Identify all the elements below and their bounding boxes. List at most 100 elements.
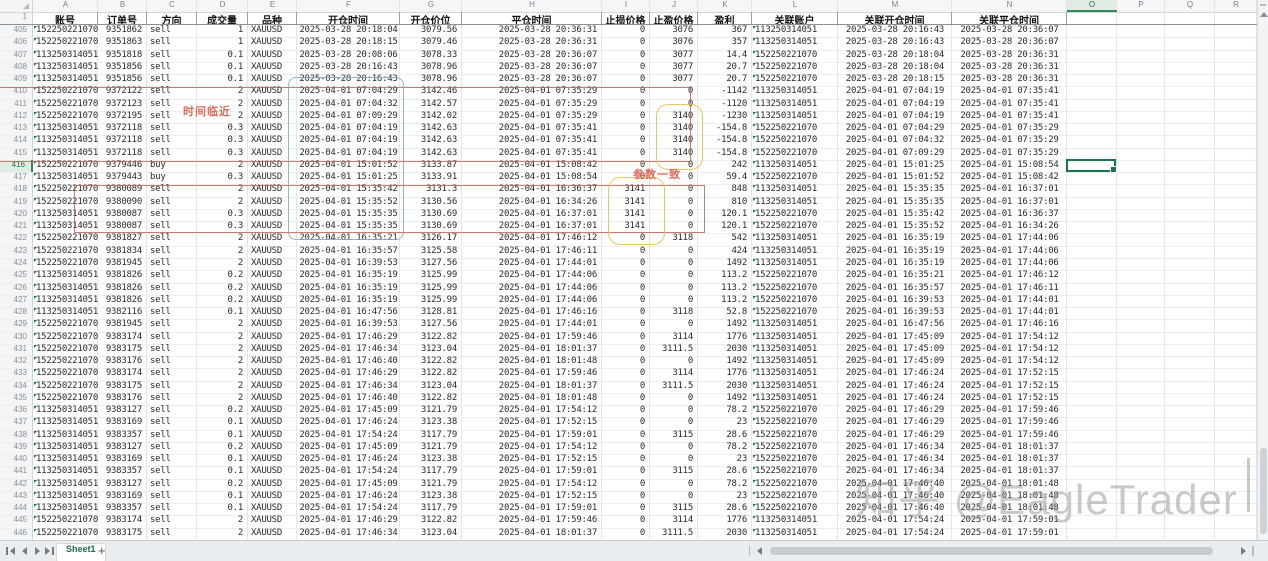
cell-F416[interactable]: 2025-04-01 15:01:52 (299, 159, 398, 170)
cell-N414[interactable]: 2025-04-01 07:35:29 (960, 135, 1059, 146)
cell-K417[interactable]: 59.4 (726, 172, 747, 183)
cell-K432[interactable]: 1492 (726, 356, 747, 367)
cell-E442[interactable]: XAUUSD (251, 478, 283, 489)
row-header-439[interactable]: 439 (13, 441, 27, 451)
cell-G422[interactable]: 3126.17 (420, 233, 457, 244)
cell-E445[interactable]: XAUUSD (251, 515, 283, 526)
cell-F417[interactable]: 2025-04-01 15:01:25 (299, 172, 398, 183)
cell-C429[interactable]: sell (150, 319, 171, 330)
cell-A442[interactable]: 113250314051 (36, 478, 99, 489)
cell-N418[interactable]: 2025-04-01 16:37:01 (960, 184, 1059, 195)
cell-F446[interactable]: 2025-04-01 17:46:34 (299, 527, 398, 538)
cell-N424[interactable]: 2025-04-01 17:44:06 (960, 257, 1059, 268)
cell-C438[interactable]: sell (150, 429, 171, 440)
cell-L421[interactable]: 152250221070 (755, 221, 818, 232)
cell-I444[interactable]: 0 (639, 503, 645, 514)
cell-N437[interactable]: 2025-04-01 17:59:46 (960, 417, 1059, 428)
cell-C443[interactable]: sell (150, 490, 171, 501)
row-header-1[interactable]: 1 (22, 12, 27, 21)
scroll-left-icon[interactable] (757, 547, 762, 555)
cell-N436[interactable]: 2025-04-01 17:59:46 (960, 405, 1059, 416)
cell-G425[interactable]: 3125.99 (420, 270, 457, 281)
cell-K431[interactable]: 2030 (726, 343, 747, 354)
cell-A416[interactable]: 152250221070 (36, 159, 99, 170)
cell-J446[interactable]: 3111.5 (661, 527, 693, 538)
cell-L409[interactable]: 152250221070 (755, 74, 818, 85)
cell-M421[interactable]: 2025-04-01 15:35:52 (845, 221, 945, 232)
select-all-corner-icon[interactable] (23, 3, 29, 9)
cell-K405[interactable]: 367 (731, 25, 747, 35)
cell-B433[interactable]: 9383174 (105, 368, 142, 379)
cell-G411[interactable]: 3142.57 (420, 98, 457, 109)
cell-K422[interactable]: 542 (731, 233, 747, 244)
cell-D433[interactable]: 2 (237, 368, 243, 379)
row-header-445[interactable]: 445 (13, 515, 27, 525)
cell-H442[interactable]: 2025-04-01 17:54:12 (498, 478, 597, 489)
cell-L423[interactable]: 113250314051 (755, 245, 818, 256)
cell-E441[interactable]: XAUUSD (251, 466, 283, 477)
cell-D435[interactable]: 2 (237, 392, 243, 403)
column-header-L[interactable]: L (792, 0, 798, 9)
cell-M445[interactable]: 2025-04-01 17:54:24 (845, 515, 945, 526)
cell-M414[interactable]: 2025-04-01 07:04:32 (845, 135, 945, 146)
cell-L430[interactable]: 113250314051 (755, 331, 818, 342)
cell-H445[interactable]: 2025-04-01 17:59:46 (498, 515, 597, 526)
cell-A443[interactable]: 113250314051 (36, 490, 99, 501)
cell-B408[interactable]: 9351856 (105, 61, 142, 72)
row-header-418[interactable]: 418 (13, 184, 27, 194)
cell-K424[interactable]: 1492 (726, 257, 747, 268)
cell-F409[interactable]: 2025-03-28 20:16:43 (299, 74, 398, 85)
cell-E414[interactable]: XAUUSD (251, 135, 283, 146)
cell-F413[interactable]: 2025-04-01 07:04:19 (299, 123, 398, 134)
cell-K437[interactable]: 23 (736, 417, 748, 428)
cell-D409[interactable]: 0.1 (227, 74, 243, 85)
cell-A431[interactable]: 152250221070 (36, 343, 99, 354)
cell-H417[interactable]: 2025-04-01 15:08:54 (498, 172, 597, 183)
cell-N421[interactable]: 2025-04-01 16:34:26 (960, 221, 1059, 232)
cell-M420[interactable]: 2025-04-01 15:35:42 (845, 208, 945, 219)
cell-K412[interactable]: -1230 (721, 110, 747, 121)
cell-C442[interactable]: sell (150, 478, 171, 489)
cell-G420[interactable]: 3130.69 (420, 208, 457, 219)
cell-A428[interactable]: 113250314051 (36, 307, 99, 318)
cell-K408[interactable]: 20.7 (726, 61, 747, 72)
cell-B405[interactable]: 9351862 (105, 25, 142, 35)
row-header-425[interactable]: 425 (13, 270, 27, 280)
cell-J428[interactable]: 3118 (672, 307, 693, 318)
cell-C439[interactable]: sell (150, 441, 171, 452)
cell-E406[interactable]: XAUUSD (251, 37, 283, 48)
cell-N430[interactable]: 2025-04-01 17:54:12 (960, 331, 1059, 342)
cell-G417[interactable]: 3133.91 (420, 172, 457, 183)
cell-I435[interactable]: 0 (639, 392, 645, 403)
cell-H422[interactable]: 2025-04-01 17:46:12 (498, 233, 597, 244)
cell-B417[interactable]: 9379443 (105, 172, 142, 183)
column-header-C[interactable]: C (169, 0, 175, 9)
cell-N434[interactable]: 2025-04-01 17:52:15 (960, 380, 1059, 391)
column-header-P[interactable]: P (1138, 0, 1144, 9)
cell-J427[interactable]: 0 (687, 294, 693, 305)
cell-G408[interactable]: 3078.96 (420, 61, 457, 72)
cell-G428[interactable]: 3128.81 (420, 307, 457, 318)
cell-C424[interactable]: sell (150, 257, 171, 268)
cell-L442[interactable]: 152250221070 (755, 478, 818, 489)
cell-F414[interactable]: 2025-04-01 07:04:19 (299, 135, 398, 146)
cell-K426[interactable]: 113.2 (721, 282, 747, 293)
cell-D426[interactable]: 0.2 (227, 282, 243, 293)
cell-G434[interactable]: 3123.04 (420, 380, 457, 391)
cell-E432[interactable]: XAUUSD (251, 356, 283, 367)
cell-C423[interactable]: sell (150, 245, 171, 256)
cell-N416[interactable]: 2025-04-01 15:08:54 (960, 159, 1059, 170)
cell-G407[interactable]: 3078.33 (420, 49, 457, 60)
cell-M419[interactable]: 2025-04-01 15:35:35 (845, 196, 945, 207)
cell-I439[interactable]: 0 (639, 441, 645, 452)
cell-J441[interactable]: 3115 (672, 466, 693, 477)
cell-L435[interactable]: 113250314051 (755, 392, 818, 403)
cell-G446[interactable]: 3123.04 (420, 527, 457, 538)
column-header-A[interactable]: A (62, 0, 69, 9)
cell-C436[interactable]: sell (150, 405, 171, 416)
cell-K425[interactable]: 113.2 (721, 270, 747, 281)
cell-G414[interactable]: 3142.63 (420, 135, 457, 146)
row-header-420[interactable]: 420 (13, 208, 27, 218)
cell-D437[interactable]: 0.1 (227, 417, 243, 428)
cell-C432[interactable]: sell (150, 356, 171, 367)
